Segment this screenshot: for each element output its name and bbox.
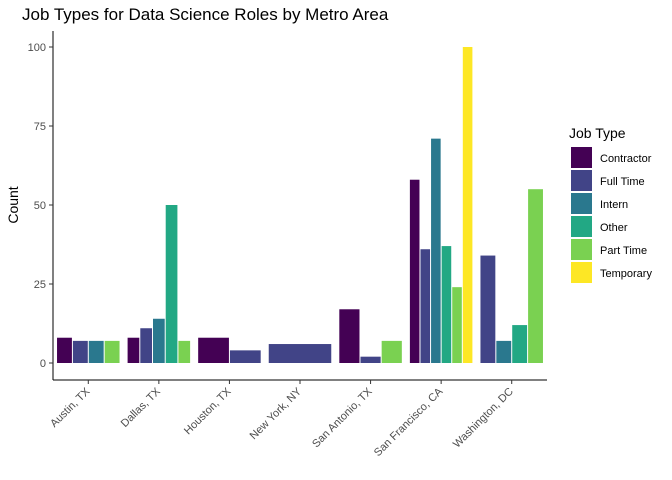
legend-label: Full Time bbox=[600, 176, 645, 188]
bar-part-time bbox=[104, 340, 120, 363]
legend-title: Job Type bbox=[569, 125, 626, 141]
bar-intern bbox=[153, 318, 165, 363]
legend-swatch bbox=[571, 193, 592, 214]
bar-part-time bbox=[178, 340, 191, 363]
y-tick-label: 100 bbox=[28, 42, 46, 54]
legend-swatch bbox=[571, 239, 592, 260]
x-tick-label: New York, NY bbox=[248, 385, 305, 442]
legend-label: Part Time bbox=[600, 245, 647, 257]
legend-swatch bbox=[571, 147, 592, 168]
bar-other bbox=[512, 325, 528, 363]
y-tick-label: 25 bbox=[34, 279, 46, 291]
bar-full-time bbox=[72, 340, 88, 363]
bar-other bbox=[441, 246, 452, 363]
x-tick-label: San Antonio, TX bbox=[310, 385, 375, 450]
bar-contractor bbox=[409, 179, 420, 363]
bar-intern bbox=[431, 138, 441, 363]
bar-part-time bbox=[528, 189, 543, 363]
y-tick-label: 75 bbox=[34, 121, 46, 133]
bar-contractor bbox=[127, 337, 140, 363]
bar-full-time bbox=[140, 328, 153, 363]
bar-full-time bbox=[420, 249, 431, 363]
y-axis-title: Count bbox=[5, 186, 21, 223]
legend-label: Temporary bbox=[600, 268, 652, 280]
x-tick-label: Houston, TX bbox=[182, 385, 234, 437]
bar-full-time bbox=[229, 350, 261, 363]
legend: Contractor Full Time Intern Other Part Time T… bbox=[571, 147, 652, 283]
legend-swatch bbox=[571, 216, 592, 237]
legend-label: Intern bbox=[600, 199, 628, 211]
x-tick-label: Austin, TX bbox=[48, 385, 93, 430]
bar-other bbox=[165, 205, 178, 363]
bar-temporary bbox=[462, 47, 473, 363]
x-tick-label: Dallas, TX bbox=[119, 385, 164, 430]
legend-swatch bbox=[571, 170, 592, 191]
chart-title: Job Types for Data Science Roles by Metr… bbox=[22, 5, 389, 24]
bar-full-time bbox=[480, 255, 496, 363]
bar-part-time bbox=[381, 340, 402, 363]
y-tick-label: 50 bbox=[34, 200, 46, 212]
plot-area: 0 25 50 75 100 Austin, TX Dallas, TX Houston, T… bbox=[28, 31, 547, 459]
legend-label: Other bbox=[600, 222, 628, 234]
bar-contractor bbox=[339, 309, 360, 363]
bar-intern bbox=[88, 340, 104, 363]
legend-label: Contractor bbox=[600, 153, 652, 165]
legend-swatch bbox=[571, 262, 592, 283]
x-tick-label: Washington, DC bbox=[451, 386, 516, 451]
bar-contractor bbox=[198, 337, 229, 363]
x-tick-label: San Francisco, CA bbox=[372, 385, 446, 459]
bar-contractor bbox=[57, 337, 72, 363]
y-tick-label: 0 bbox=[40, 358, 46, 370]
bar-full-time bbox=[360, 356, 381, 363]
bar-intern bbox=[496, 340, 512, 363]
bar-full-time bbox=[268, 344, 332, 363]
bar-part-time bbox=[452, 287, 462, 363]
